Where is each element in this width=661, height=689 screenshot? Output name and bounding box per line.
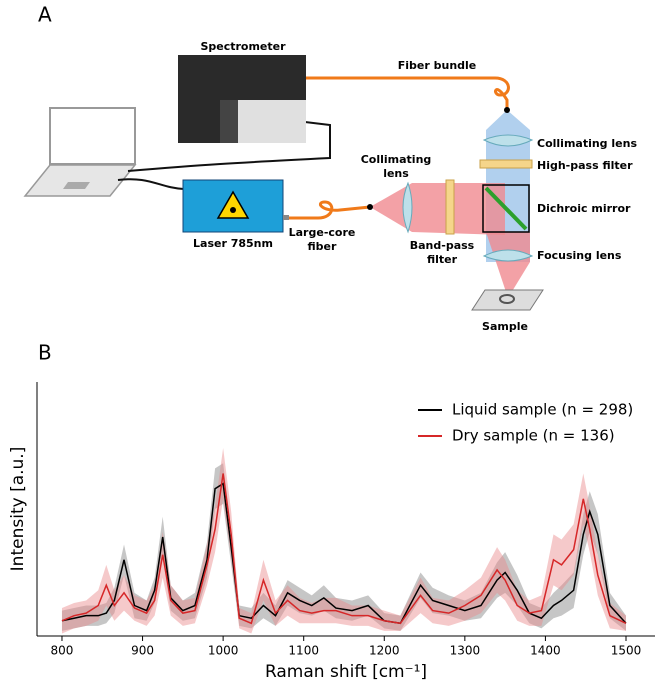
legend-label: Dry sample (n = 136) — [452, 427, 615, 445]
laptop — [23, 107, 137, 197]
x-tick-label: 1400 — [530, 644, 561, 658]
y-axis-label: Intensity [a.u.] — [8, 447, 28, 572]
label: lens — [383, 167, 409, 180]
panel-label: A — [38, 3, 52, 27]
label: fiber — [308, 240, 337, 253]
panel-label: B — [38, 341, 52, 365]
legend-label: Liquid sample (n = 298) — [452, 401, 633, 419]
filter — [445, 179, 455, 235]
lens — [482, 134, 534, 147]
label: Sample — [482, 320, 528, 333]
lens — [482, 249, 534, 262]
x-tick-label: 1500 — [611, 644, 642, 658]
x-tick-label: 1200 — [369, 644, 400, 658]
x-axis-label: Raman shift [cm⁻¹] — [265, 662, 427, 682]
x-tick-label: 1100 — [288, 644, 319, 658]
mirror — [484, 186, 528, 231]
cable — [127, 121, 331, 172]
laser — [182, 179, 289, 233]
label: Dichroic mirror — [537, 202, 631, 215]
label: filter — [427, 253, 458, 266]
x-tick-label: 1300 — [450, 644, 481, 658]
chart: Liquid sample (n = 298) Dry sample (n = 1… — [8, 382, 655, 682]
line — [61, 473, 627, 625]
x-tick-label: 800 — [51, 644, 74, 658]
fiber — [289, 200, 371, 220]
x-tick-label: 900 — [131, 644, 154, 658]
std-band — [61, 448, 626, 634]
lens — [402, 181, 413, 234]
label: Laser 785nm — [193, 237, 273, 250]
line — [61, 482, 627, 625]
fiber — [306, 76, 510, 110]
sample-plate — [471, 289, 544, 311]
label: Focusing lens — [537, 249, 622, 262]
label: Large-core — [289, 226, 356, 239]
label: Spectrometer — [200, 40, 286, 53]
cube — [482, 184, 530, 233]
filter — [479, 159, 533, 169]
label: Collimating lens — [537, 137, 637, 150]
cable — [117, 178, 185, 190]
beam — [486, 232, 530, 298]
spectrometer — [178, 55, 306, 143]
label: Fiber bundle — [398, 59, 477, 72]
label: High-pass filter — [537, 159, 633, 172]
label: Band-pass — [410, 239, 475, 252]
label: Collimating — [361, 153, 432, 166]
x-tick-label: 1000 — [208, 644, 239, 658]
beam — [370, 183, 505, 235]
